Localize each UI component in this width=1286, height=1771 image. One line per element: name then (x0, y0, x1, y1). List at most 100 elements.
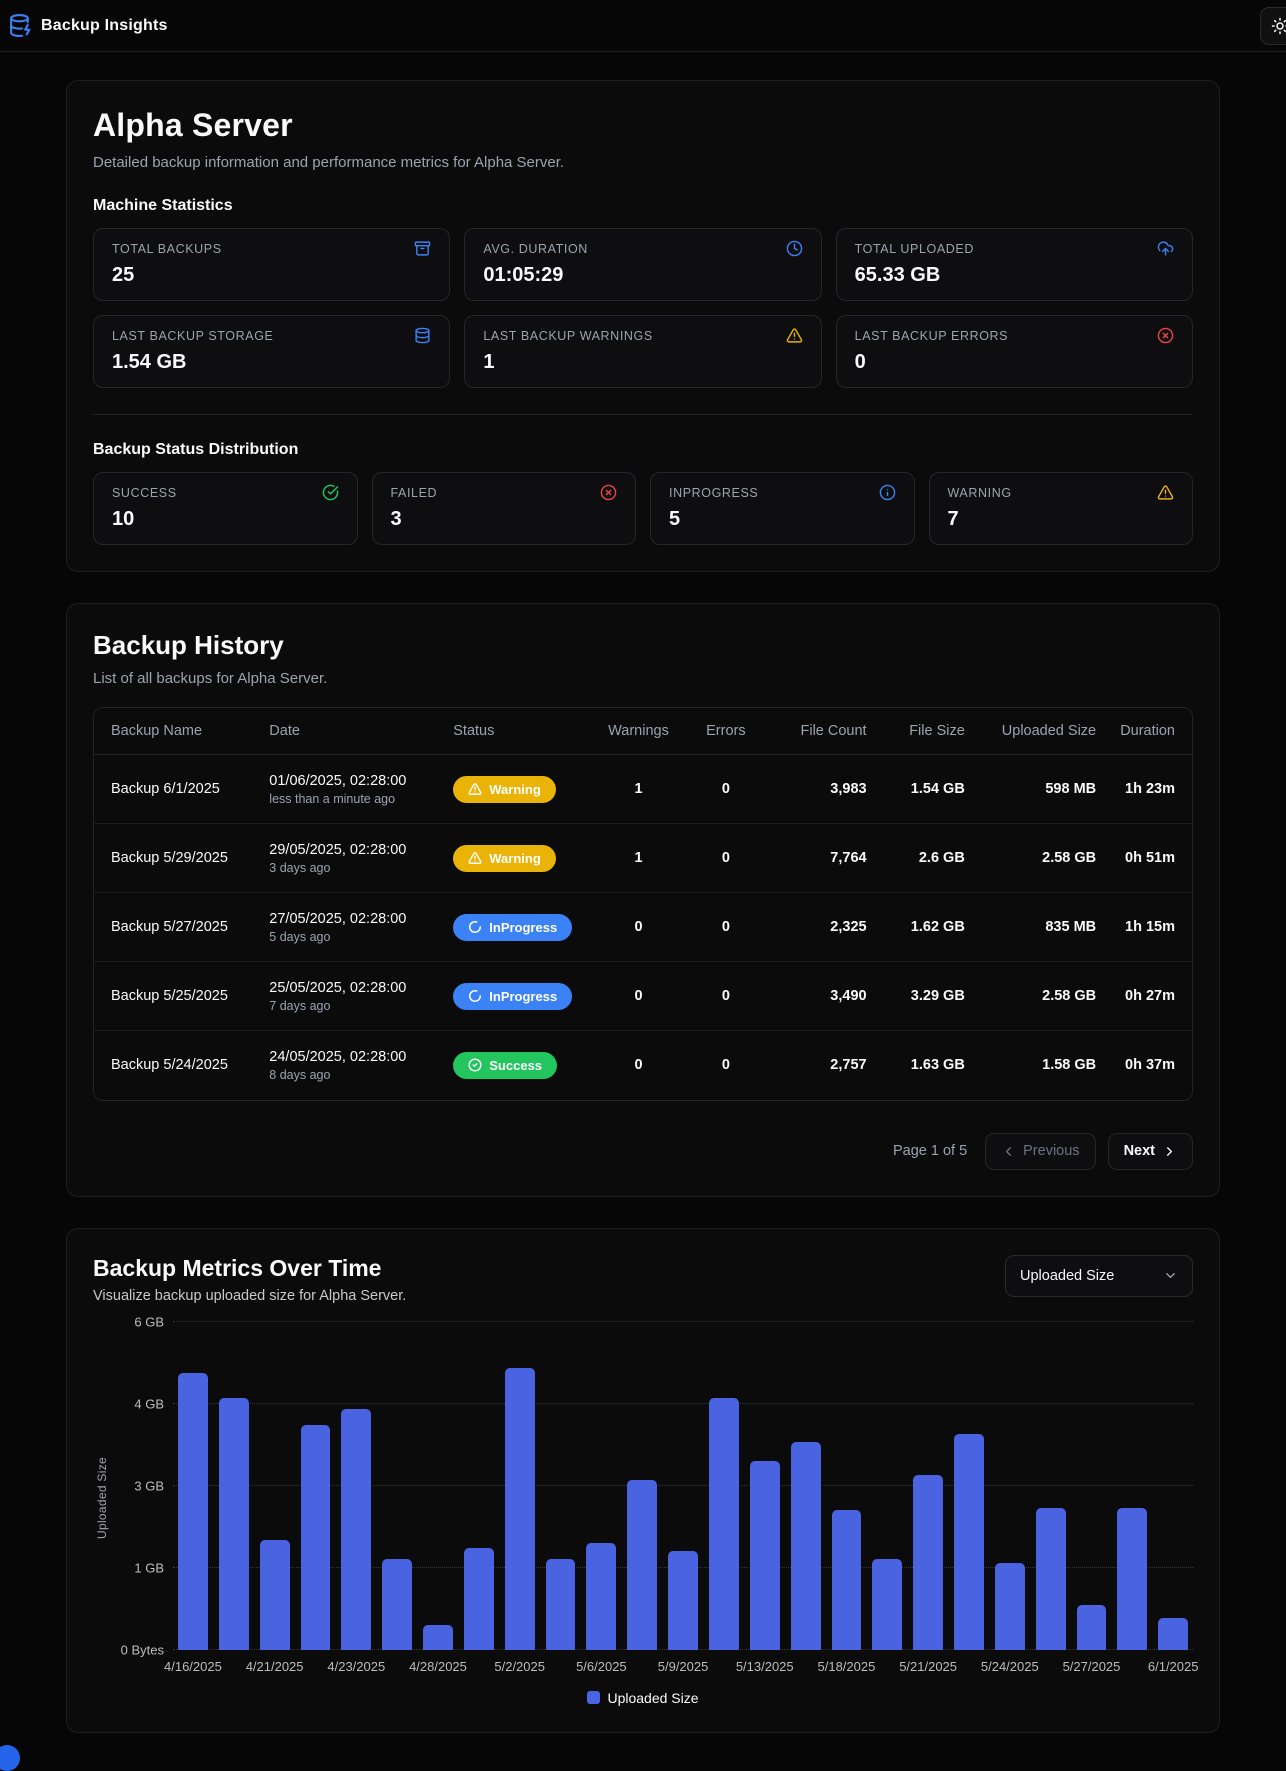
stat-label: TOTAL UPLOADED (854, 241, 974, 256)
clock-icon (786, 240, 802, 257)
sun-icon (1271, 17, 1286, 34)
chart-bar[interactable] (1076, 1604, 1107, 1650)
status-badge: InProgress (453, 982, 573, 1010)
table-row: Backup 5/29/2025 29/05/2025, 02:28:00 3 da… (94, 823, 1192, 893)
date-cell: 25/05/2025, 02:28:00 7 days ago (257, 961, 442, 1031)
chart-bar[interactable] (668, 1551, 698, 1650)
stat-label: TOTAL BACKUPS (112, 241, 222, 256)
y-axis-tick-label: 6 GB (134, 1314, 164, 1329)
y-axis-title: Uploaded Size (95, 1456, 109, 1539)
table-header-row: Backup Name Date Status Warnings Errors … (94, 708, 1192, 755)
x-axis-tick-label: 5/18/2025 (817, 1658, 876, 1674)
stat-label: AVG. DURATION (483, 241, 588, 256)
status-warning-card: WARNING 7 (928, 472, 1193, 545)
next-page-button[interactable]: Next (1107, 1132, 1193, 1170)
chart-bar[interactable] (259, 1540, 290, 1650)
chart-gridline (173, 1402, 1193, 1404)
x-axis-tick-label (382, 1659, 412, 1674)
stat-label: INPROGRESS (669, 485, 759, 500)
chart-bar[interactable] (913, 1474, 944, 1650)
file-size-cell: 1.63 GB (910, 1057, 965, 1074)
file-size-cell: 1.54 GB (878, 754, 977, 824)
page-subtitle: Detailed backup information and performa… (93, 154, 565, 171)
stat-value: 7 (947, 508, 959, 530)
stat-label: FAILED (390, 485, 438, 500)
app-title: Backup Insights (41, 16, 168, 34)
table-body: Backup 6/1/2025 01/06/2025, 02:28:00 less … (94, 754, 1192, 1100)
metric-select[interactable]: Uploaded Size (1005, 1254, 1193, 1297)
chart-bar[interactable] (790, 1441, 821, 1650)
x-axis-tick-label (464, 1659, 494, 1674)
chart-bar[interactable] (545, 1559, 576, 1650)
chart-bar[interactable] (300, 1425, 331, 1650)
chart-bar[interactable] (463, 1548, 494, 1650)
stat-label: LAST BACKUP STORAGE (112, 328, 274, 343)
date-cell: 24/05/2025, 02:28:00 8 days ago (257, 1031, 441, 1100)
page-title: Alpha Server (93, 107, 293, 143)
chart-bar[interactable] (504, 1367, 535, 1650)
previous-page-button[interactable]: Previous (985, 1132, 1096, 1170)
column-header-file-size: File Size (878, 708, 977, 755)
file-count-cell: 2,325 (769, 892, 879, 962)
chart-x-axis: 4/16/2025 4/21/2025 4/23/2025 4/28/2025 5/2/… (164, 1658, 1199, 1674)
chart-bar[interactable] (1035, 1508, 1066, 1650)
uploaded-size-cell: 1.58 GB (1042, 1057, 1097, 1074)
chart-bar[interactable] (749, 1460, 780, 1650)
x-axis-tick-label: 6/1/2025 (1147, 1658, 1199, 1674)
x-axis-tick-label (791, 1659, 821, 1674)
file-size-cell: 1.62 GB (878, 892, 977, 962)
column-header-warnings: Warnings (594, 708, 683, 755)
chart-bar[interactable] (382, 1559, 413, 1650)
table-row: Backup 5/24/2025 24/05/2025, 02:28:00 8 da… (94, 1031, 1192, 1100)
stat-label: SUCCESS (112, 485, 177, 500)
circle-check-icon (468, 1058, 482, 1072)
x-axis-tick-label: 4/21/2025 (245, 1658, 304, 1674)
cloud-upload-icon (1157, 241, 1174, 256)
column-header-uploaded: Uploaded Size (976, 708, 1109, 755)
warnings-cell: 0 (594, 961, 683, 1031)
x-axis-tick-label (301, 1659, 331, 1674)
x-axis-tick-label: 5/24/2025 (980, 1658, 1039, 1674)
chart-bar[interactable] (872, 1559, 903, 1650)
chart-bar[interactable] (218, 1398, 249, 1650)
backup-history-table: Backup Name Date Status Warnings Errors … (93, 707, 1193, 1101)
chart-bar[interactable] (1117, 1508, 1148, 1650)
file-size-cell: 3.29 GB (878, 961, 977, 1031)
x-axis-tick-label: 5/9/2025 (657, 1658, 709, 1674)
date-cell: 01/06/2025, 02:28:00 less than a minute a… (257, 754, 442, 824)
file-count-cell: 7,764 (769, 823, 879, 893)
x-axis-tick-label (1117, 1659, 1147, 1674)
chart-bar[interactable] (627, 1480, 658, 1650)
stat-label: LAST BACKUP WARNINGS (483, 328, 653, 343)
chart-bar[interactable] (586, 1542, 617, 1650)
stat-last-backup-warnings: LAST BACKUP WARNINGS 1 (464, 315, 822, 388)
chart-bar[interactable] (1158, 1617, 1189, 1650)
chart-bar[interactable] (178, 1373, 208, 1650)
chart-bar[interactable] (708, 1398, 739, 1650)
machine-statistics-grid: TOTAL BACKUPS 25 AVG. DURATION 01:05:29 … (93, 228, 1193, 388)
column-header-errors: Errors (682, 708, 770, 755)
stat-value: 1.54 GB (112, 351, 187, 373)
triangle-alert-icon (468, 783, 482, 795)
status-badge-label: InProgress (489, 988, 558, 1004)
legend-swatch (587, 1691, 601, 1704)
stat-last-backup-storage: LAST BACKUP STORAGE 1.54 GB (93, 315, 451, 388)
status-badge-label: Success (489, 1057, 543, 1073)
errors-cell: 0 (721, 1057, 730, 1074)
chart-bars (173, 1322, 1193, 1650)
dev-indicator[interactable] (0, 1744, 20, 1771)
x-axis-tick-label: 5/27/2025 (1062, 1658, 1121, 1674)
chart-bar[interactable] (423, 1624, 453, 1650)
status-inprogress-card: INPROGRESS 5 (650, 472, 915, 545)
theme-toggle-button[interactable] (1260, 6, 1286, 45)
warnings-cell: 1 (594, 754, 683, 824)
circle-x-icon (1157, 327, 1174, 344)
warnings-cell: 0 (634, 1057, 643, 1074)
uploaded-size-cell: 598 MB (976, 754, 1109, 824)
chart-bar[interactable] (831, 1510, 862, 1650)
chart-bar[interactable] (341, 1408, 372, 1650)
chart-bar[interactable] (954, 1433, 984, 1650)
chart-bar[interactable] (994, 1563, 1025, 1650)
x-axis-tick-label: 5/6/2025 (576, 1658, 627, 1674)
pagination: Page 1 of 5 Previous Next (93, 1132, 1193, 1170)
